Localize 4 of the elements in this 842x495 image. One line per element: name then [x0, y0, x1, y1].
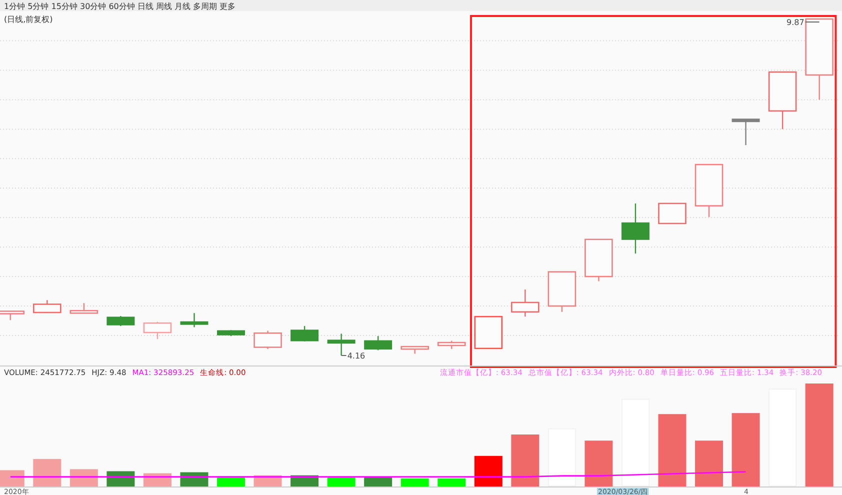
chart-subtitle: 1分钟 5分钟 15分钟 30分钟 60分钟 日线 周线 月线 多周期 更多: [4, 2, 236, 11]
annotation: 9.87: [786, 18, 804, 27]
chart-title: (日线,前复权): [4, 15, 53, 24]
annotation: 4.16: [347, 352, 366, 360]
